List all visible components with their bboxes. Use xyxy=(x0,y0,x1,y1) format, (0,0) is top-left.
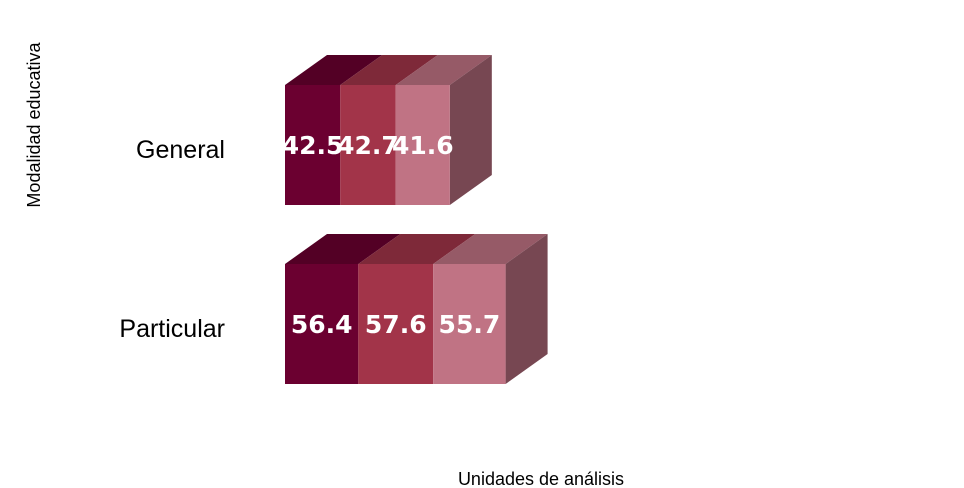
data-label-particular-series-2: 57.6 xyxy=(365,310,427,339)
bar-general-series-1 xyxy=(285,85,341,205)
bar-top-general-series-3 xyxy=(395,55,492,85)
data-label-general-series-3: 41.6 xyxy=(392,131,454,160)
bar-particular-series-2 xyxy=(358,264,434,384)
labels-layer: 42.542.741.6 General 56.4 57.6 55.7 Particula… xyxy=(119,131,500,343)
category-label-general: General xyxy=(136,136,225,164)
bar-side-general xyxy=(449,55,492,205)
data-label-particular-series-1: 56.4 xyxy=(291,310,353,339)
bar-particular-series-3 xyxy=(433,264,506,384)
y-axis-title: Modalidad educativa xyxy=(24,41,44,207)
bar-general-series-2 xyxy=(340,85,396,205)
bar-top-general-series-2 xyxy=(340,55,438,85)
bar-side-particular xyxy=(505,234,548,384)
bar-general-series-3 xyxy=(395,85,450,205)
data-label-general-series-2: 42.7 xyxy=(337,131,399,160)
bar-top-particular-series-2 xyxy=(358,234,476,264)
x-axis-title: Unidades de análisis xyxy=(458,469,624,488)
category-label-particular: Particular xyxy=(119,315,225,343)
bar-top-particular-series-3 xyxy=(433,234,548,264)
data-label-particular-series-3: 55.7 xyxy=(439,310,501,339)
bar-top-particular-series-1 xyxy=(285,234,401,264)
bars-layer xyxy=(285,55,548,384)
bar-top-general-series-1 xyxy=(285,55,383,85)
bar-particular-series-1 xyxy=(285,264,359,384)
data-label-general-series-1: 42.5 xyxy=(282,131,344,160)
